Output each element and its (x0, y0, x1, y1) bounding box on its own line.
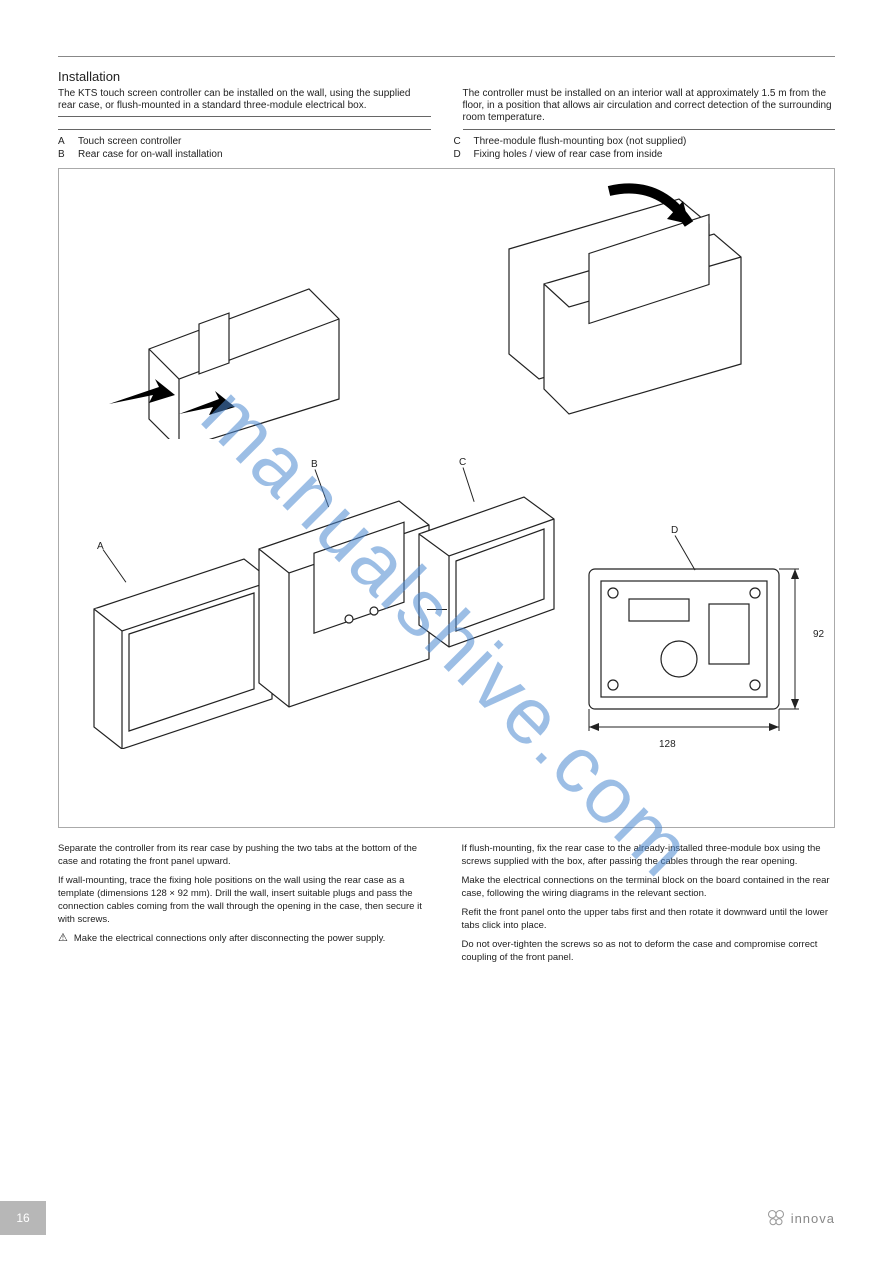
body-right-p2: Make the electrical connections on the t… (462, 874, 836, 900)
figure-dim-height: 92 (813, 629, 824, 640)
figure-part-d-interior (569, 549, 819, 769)
intro-right: The controller must be installed on an i… (463, 88, 836, 124)
legend-key-a: A (58, 136, 64, 147)
legend-d: Fixing holes / view of rear case from in… (474, 149, 836, 160)
intro-left: The KTS touch screen controller can be i… (58, 88, 431, 112)
figure-part-c-flush-box (404, 479, 574, 649)
body-left-p1: Separate the controller from its rear ca… (58, 842, 432, 868)
warning-icon: ⚠ (58, 932, 68, 945)
legend-a: Touch screen controller (78, 136, 440, 147)
brand-text: innova (791, 1211, 835, 1226)
butterfly-icon (767, 1209, 785, 1227)
legend-key-d: D (454, 149, 460, 160)
figure-label-b: B (311, 459, 318, 470)
legend-c: Three-module flush-mounting box (not sup… (474, 136, 836, 147)
header-rule (58, 56, 835, 57)
page-number-badge: 16 (0, 1201, 46, 1235)
body-right-extra: Do not over-tighten the screws so as not… (462, 938, 836, 964)
section-title: Installation (0, 63, 893, 90)
brand-logo: innova (767, 1209, 835, 1227)
figure-dim-width: 128 (659, 739, 676, 750)
figure-part-rear-case-push (89, 189, 389, 439)
assembly-figure: A B C (58, 168, 835, 828)
legend-key-c: C (454, 136, 460, 147)
body-left-p2: If wall-mounting, trace the fixing hole … (58, 874, 432, 926)
figure-part-swing-open (449, 179, 789, 439)
legend-key-b: B (58, 149, 64, 160)
body-right-p3: Refit the front panel onto the upper tab… (462, 906, 836, 932)
body-right-p1: If flush-mounting, fix the rear case to … (462, 842, 836, 868)
legend-b: Rear case for on-wall installation (78, 149, 440, 160)
body-left-warning: Make the electrical connections only aft… (74, 932, 385, 945)
